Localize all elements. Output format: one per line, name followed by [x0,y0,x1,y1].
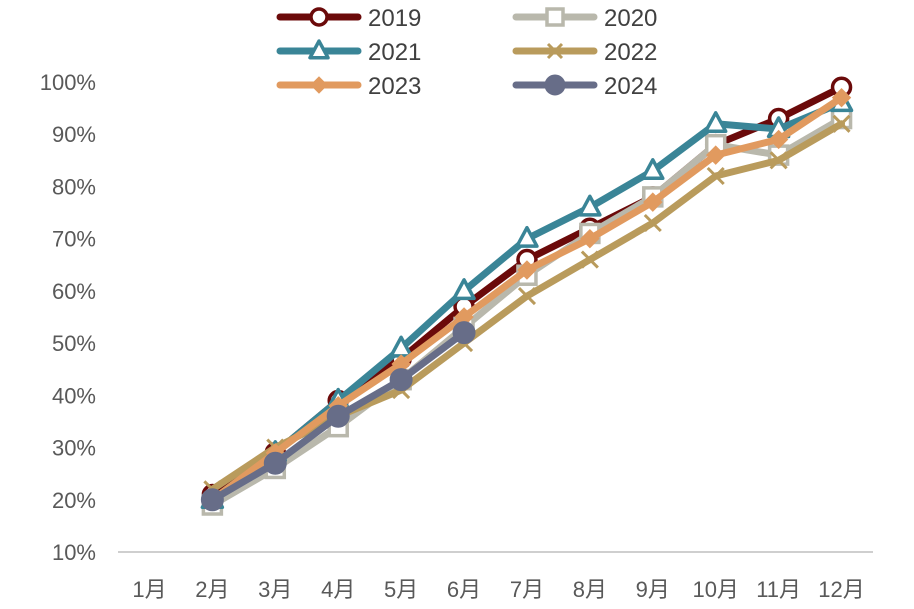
data-point-2021 [452,278,476,301]
legend-marker [546,42,564,60]
legend-label: 2022 [604,39,657,66]
x-axis: 1月 2月 3月 4月 5月 6月 7月 8月 9月 10月 11月 12月 [118,551,873,602]
legend-label: 2019 [368,5,421,32]
series-2019 [201,76,853,506]
y-tick-label: 60% [52,279,96,304]
data-point-2021 [703,111,728,134]
series-2024 [200,321,476,512]
series-line-2022 [208,120,845,493]
y-tick-label: 100% [40,70,96,95]
legend-item-2019: 2019 [276,5,421,32]
x-tick-label: 6月 [447,577,481,602]
legend-label: 2020 [604,5,657,32]
data-point-2023 [768,129,789,150]
legend-marker [545,7,565,27]
y-tick-label: 50% [52,331,96,356]
x-tick-label: 12月 [818,577,864,602]
data-point-2024 [263,451,287,475]
data-point-2021 [515,225,539,248]
y-tick-label: 80% [52,174,96,199]
legend-item-2021: 2021 [276,39,421,66]
legend-label: 2021 [368,39,421,66]
y-tick-label: 70% [52,227,96,252]
x-tick-label: 5月 [384,577,418,602]
data-point-2022 [517,287,537,306]
y-axis: 10% 20% 30% 40% 50% 60% 70% 80% 90% 100% [40,70,96,565]
x-tick-label: 9月 [636,577,670,602]
data-point-2022 [580,250,599,269]
legend-marker [310,76,328,94]
x-tick-label: 2月 [195,577,229,602]
data-point-2024 [452,321,476,345]
x-tick-label: 4月 [321,577,355,602]
x-tick-label: 10月 [692,577,738,602]
data-point-2021 [578,194,602,217]
data-point-2024 [326,404,350,428]
data-point-2023 [831,87,852,108]
data-point-2022 [769,151,788,170]
legend-item-2024: 2024 [512,73,657,100]
legend: 2019 2020 2021 2022 2023 2024 [276,5,657,100]
data-point-2022 [832,114,851,133]
legend-marker [544,74,566,96]
data-point-2023 [517,260,537,280]
data-point-2022 [643,213,662,233]
legend-label: 2023 [368,73,421,100]
series-line-2020 [208,115,845,509]
data-point-2024 [200,488,224,512]
series-2020 [201,107,853,516]
y-tick-label: 20% [52,488,96,513]
data-point-2023 [706,145,726,165]
data-point-2021 [641,158,665,181]
y-tick-label: 30% [52,436,96,461]
legend-label: 2024 [604,73,657,100]
data-point-2022 [706,166,725,186]
x-tick-label: 8月 [573,577,607,602]
x-tick-label: 11月 [756,577,801,602]
data-point-2023 [580,228,600,249]
legend-item-2020: 2020 [512,5,657,32]
plot-area [200,76,854,516]
x-tick-label: 7月 [510,577,544,602]
x-tick-label: 1月 [132,577,166,602]
y-tick-label: 10% [52,540,96,565]
y-tick-label: 90% [52,122,96,147]
x-tick-label: 3月 [258,577,292,602]
legend-marker [309,7,329,27]
legend-marker [308,39,330,60]
data-point-2023 [643,192,663,212]
legend-item-2022: 2022 [512,39,657,66]
y-tick-label: 40% [52,383,96,408]
data-point-2024 [389,368,413,392]
legend-item-2023: 2023 [276,73,421,100]
